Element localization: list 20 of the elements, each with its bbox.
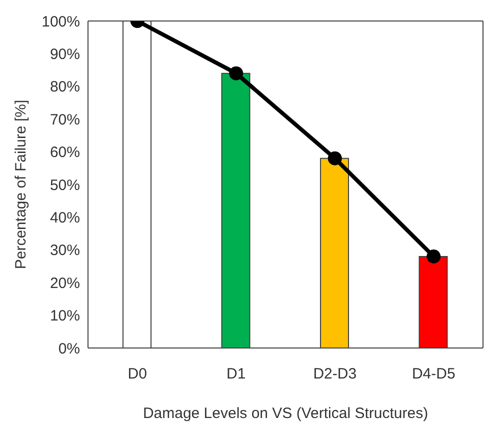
y-tick-label: 0% — [58, 340, 80, 358]
y-tick-label: 50% — [50, 176, 80, 194]
y-tick-label: 10% — [50, 308, 80, 325]
point — [328, 151, 342, 166]
y-tick-label: 20% — [50, 274, 80, 292]
y-tick-label: 30% — [50, 242, 80, 260]
y-tick-label: 70% — [50, 111, 80, 128]
y-tick-label: 60% — [50, 144, 80, 162]
x-tick-label: D2-D3 — [313, 366, 357, 383]
x-tick-label: D4-D5 — [412, 366, 456, 383]
y-tick-label: 80% — [50, 78, 80, 96]
y-tick-label: 90% — [50, 46, 80, 64]
x-tick-label: D1 — [226, 366, 246, 383]
y-axis-title: Percentage of Failure [%] — [12, 100, 30, 270]
x-axis-title: Damage Levels on VS (Vertical Structures) — [142, 405, 428, 422]
point — [229, 66, 244, 80]
point — [426, 249, 441, 264]
y-tick-label: 40% — [50, 210, 80, 227]
x-tick-label: D0 — [128, 366, 147, 383]
y-tick-label: 100% — [42, 13, 80, 30]
